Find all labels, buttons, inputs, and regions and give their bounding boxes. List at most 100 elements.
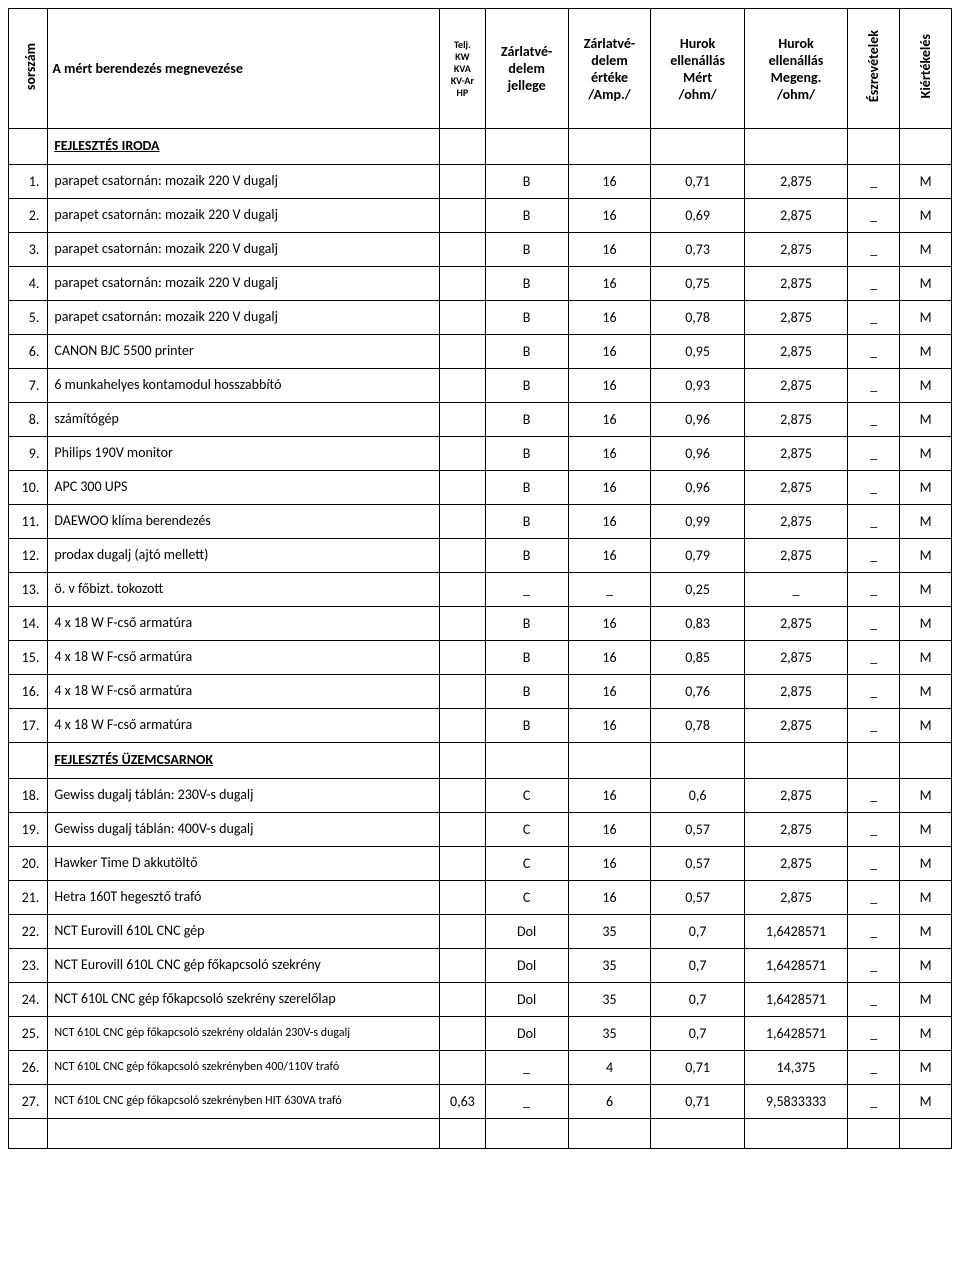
row-mert: 0,73 — [651, 233, 744, 267]
row-kiertekeles: M — [900, 369, 952, 403]
table-row — [9, 1119, 952, 1149]
row-erteke: 4 — [568, 1051, 651, 1085]
row-name: számítógép — [48, 403, 440, 437]
row-name: parapet csatornán: mozaik 220 V dugalj — [48, 199, 440, 233]
row-kiertekeles: M — [900, 471, 952, 505]
row-mert: 0,6 — [651, 779, 744, 813]
row-number: 13. — [9, 573, 48, 607]
row-eszrevetel: _ — [848, 847, 900, 881]
row-erteke: 35 — [568, 915, 651, 949]
row-erteke: 16 — [568, 267, 651, 301]
row-jellege: Dol — [485, 949, 568, 983]
row-jellege: _ — [485, 1051, 568, 1085]
row-megeng: 2,875 — [744, 641, 848, 675]
row-name: parapet csatornán: mozaik 220 V dugalj — [48, 233, 440, 267]
row-megeng: 2,875 — [744, 471, 848, 505]
row-megeng: 2,875 — [744, 199, 848, 233]
row-name: CANON BJC 5500 printer — [48, 335, 440, 369]
row-number: 18. — [9, 779, 48, 813]
row-kiertekeles: M — [900, 675, 952, 709]
row-telj — [440, 1017, 486, 1051]
row-kiertekeles: M — [900, 573, 952, 607]
row-number: 19. — [9, 813, 48, 847]
row-mert: 0,57 — [651, 813, 744, 847]
table-row: 3.parapet csatornán: mozaik 220 V dugalj… — [9, 233, 952, 267]
row-kiertekeles: M — [900, 335, 952, 369]
row-erteke: 35 — [568, 949, 651, 983]
row-erteke: 16 — [568, 199, 651, 233]
row-eszrevetel: _ — [848, 301, 900, 335]
row-kiertekeles: M — [900, 983, 952, 1017]
row-eszrevetel: _ — [848, 949, 900, 983]
row-mert: 0,7 — [651, 915, 744, 949]
row-erteke: 35 — [568, 983, 651, 1017]
row-megeng: 9,5833333 — [744, 1085, 848, 1119]
row-jellege: B — [485, 641, 568, 675]
table-row: 23.NCT Eurovill 610L CNC gép főkapcsoló … — [9, 949, 952, 983]
row-megeng: 1,6428571 — [744, 949, 848, 983]
row-telj — [440, 199, 486, 233]
row-kiertekeles: M — [900, 199, 952, 233]
row-eszrevetel: _ — [848, 403, 900, 437]
row-eszrevetel: _ — [848, 983, 900, 1017]
row-telj — [440, 165, 486, 199]
row-mert: 0,69 — [651, 199, 744, 233]
row-number: 8. — [9, 403, 48, 437]
row-megeng: 2,875 — [744, 539, 848, 573]
section-title: FEJLESZTÉS ÜZEMCSARNOK — [48, 743, 440, 779]
row-eszrevetel: _ — [848, 915, 900, 949]
row-kiertekeles: M — [900, 267, 952, 301]
row-telj — [440, 813, 486, 847]
row-megeng: 2,875 — [744, 675, 848, 709]
table-row: 16.4 x 18 W F-cső armatúraB160,762,875_M — [9, 675, 952, 709]
row-erteke: 16 — [568, 641, 651, 675]
header-kiertekeles: Kiértékelés — [900, 9, 952, 129]
row-kiertekeles: M — [900, 949, 952, 983]
row-eszrevetel: _ — [848, 471, 900, 505]
row-jellege: B — [485, 165, 568, 199]
row-name: 4 x 18 W F-cső armatúra — [48, 607, 440, 641]
row-jellege: B — [485, 505, 568, 539]
row-jellege: B — [485, 403, 568, 437]
row-number: 2. — [9, 199, 48, 233]
row-name: Gewiss dugalj táblán: 400V-s dugalj — [48, 813, 440, 847]
table-row: 14.4 x 18 W F-cső armatúraB160,832,875_M — [9, 607, 952, 641]
row-megeng: 14,375 — [744, 1051, 848, 1085]
row-erteke: 16 — [568, 301, 651, 335]
table-row: FEJLESZTÉS ÜZEMCSARNOK — [9, 743, 952, 779]
row-kiertekeles: M — [900, 641, 952, 675]
table-row: 9.Philips 190V monitorB160,962,875_M — [9, 437, 952, 471]
row-number: 23. — [9, 949, 48, 983]
row-megeng: 2,875 — [744, 813, 848, 847]
row-eszrevetel: _ — [848, 505, 900, 539]
row-mert: 0,78 — [651, 709, 744, 743]
row-number: 10. — [9, 471, 48, 505]
row-mert: 0,99 — [651, 505, 744, 539]
table-row: 1.parapet csatornán: mozaik 220 V dugalj… — [9, 165, 952, 199]
row-telj — [440, 335, 486, 369]
row-mert: 0,75 — [651, 267, 744, 301]
row-kiertekeles: M — [900, 779, 952, 813]
row-eszrevetel: _ — [848, 165, 900, 199]
header-row: sorszám A mért berendezés megnevezése Te… — [9, 9, 952, 129]
table-row: 24.NCT 610L CNC gép főkapcsoló szekrény … — [9, 983, 952, 1017]
row-number: 17. — [9, 709, 48, 743]
row-erteke: 16 — [568, 369, 651, 403]
row-name: parapet csatornán: mozaik 220 V dugalj — [48, 301, 440, 335]
row-jellege: _ — [485, 573, 568, 607]
row-jellege: B — [485, 607, 568, 641]
table-row: 7.6 munkahelyes kontamodul hosszabbítóB1… — [9, 369, 952, 403]
row-megeng: 2,875 — [744, 505, 848, 539]
row-megeng: _ — [744, 573, 848, 607]
row-kiertekeles: M — [900, 607, 952, 641]
row-megeng: 2,875 — [744, 437, 848, 471]
row-eszrevetel: _ — [848, 881, 900, 915]
row-name: 4 x 18 W F-cső armatúra — [48, 709, 440, 743]
table-row: 5.parapet csatornán: mozaik 220 V dugalj… — [9, 301, 952, 335]
row-jellege: _ — [485, 1085, 568, 1119]
row-eszrevetel: _ — [848, 641, 900, 675]
table-row: 20.Hawker Time D akkutöltőC160,572,875_M — [9, 847, 952, 881]
row-mert: 0,96 — [651, 437, 744, 471]
table-row: 17.4 x 18 W F-cső armatúraB160,782,875_M — [9, 709, 952, 743]
header-megnevezes: A mért berendezés megnevezése — [48, 9, 440, 129]
